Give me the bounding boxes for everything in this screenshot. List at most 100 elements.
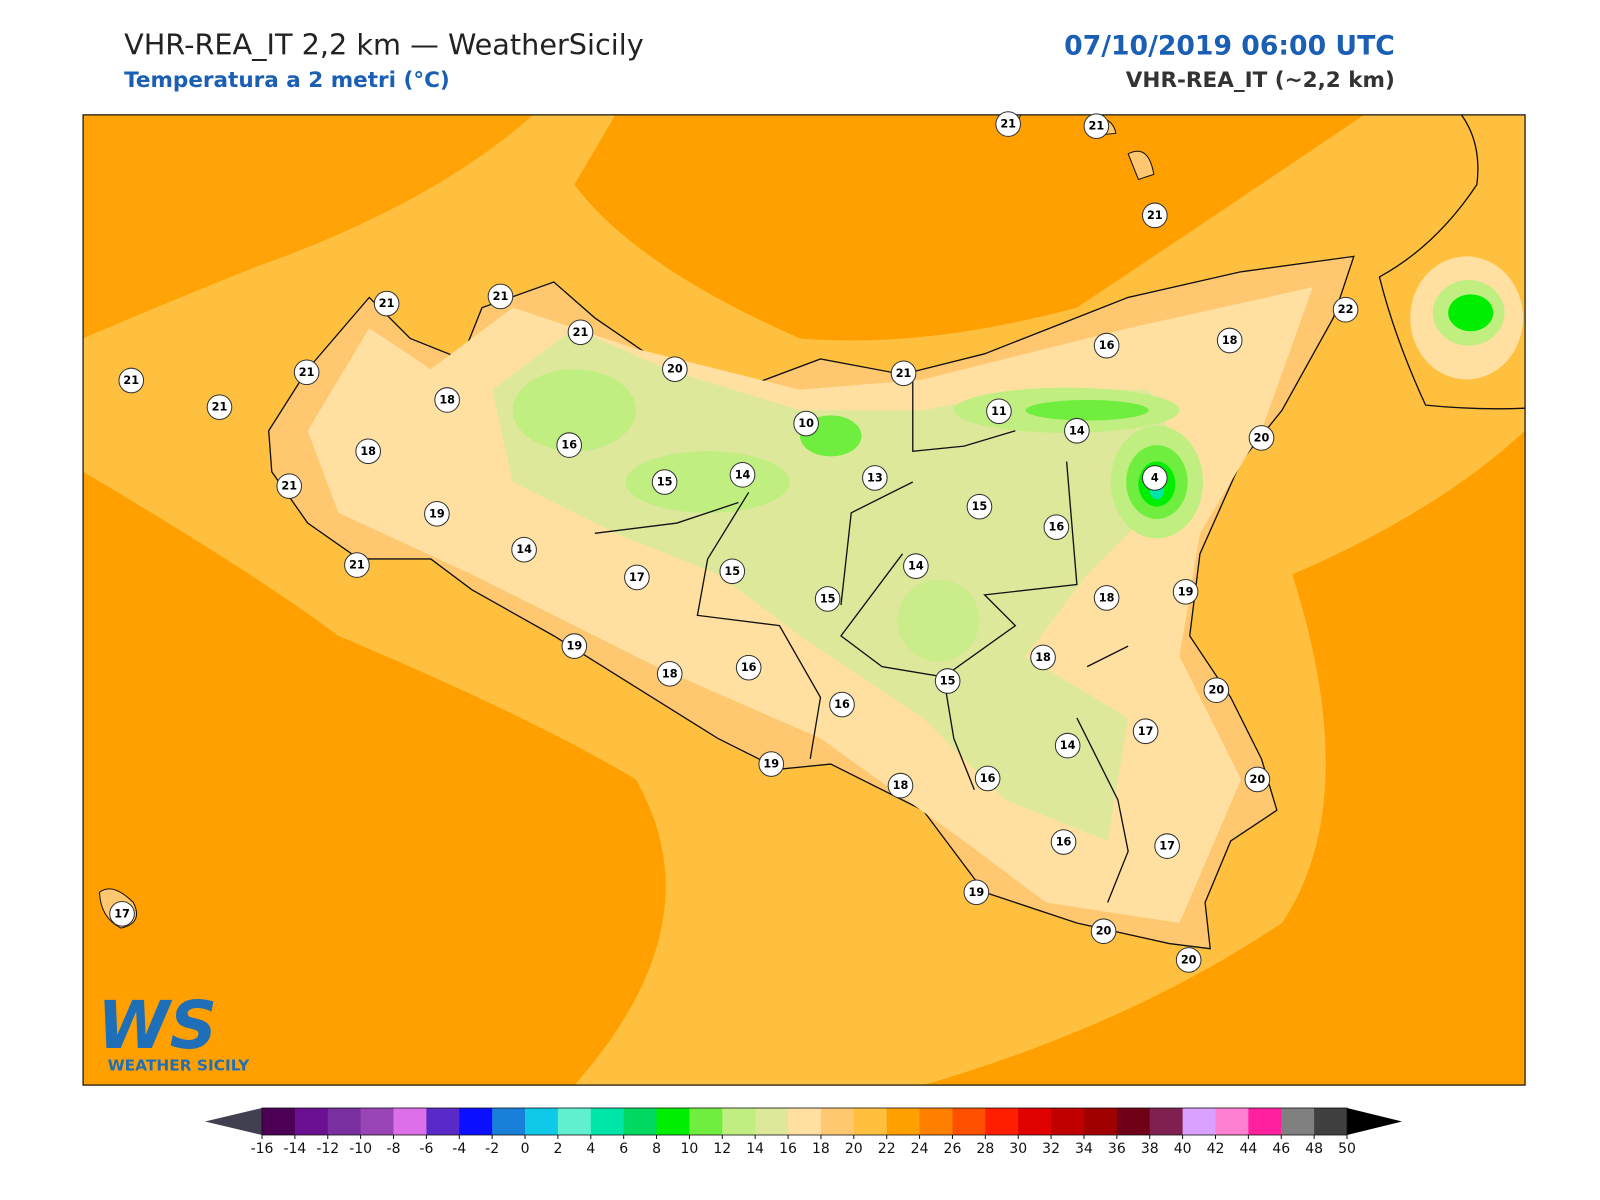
station: 21: [373, 290, 400, 317]
station-marker: [887, 772, 914, 799]
stations: 21 21 21 20 21 16 18 22 21 21 21 21 21 21 18 18 21 19 21 16…: [109, 111, 1359, 973]
station: 21: [118, 367, 145, 394]
station: 15: [814, 586, 841, 612]
colorbar-bin: [853, 1108, 888, 1135]
station-marker: [735, 654, 762, 681]
colorbar-tick-label: -14: [283, 1141, 306, 1157]
station-value: 21: [1000, 118, 1016, 131]
station: 4: [1142, 465, 1168, 491]
station-marker: [995, 111, 1021, 137]
station: 18: [1216, 327, 1243, 354]
station-value: 18: [439, 393, 455, 406]
station: 19: [758, 751, 785, 777]
colorbar-bin: [557, 1108, 592, 1135]
colorbar-bin: [1215, 1108, 1249, 1135]
colorbar-bin: [360, 1108, 395, 1135]
colorbar-tick-label: 14: [746, 1141, 764, 1157]
logo-mark: WS: [97, 988, 217, 1064]
station: 18: [1030, 644, 1056, 671]
station-value: 11: [991, 405, 1007, 418]
station-value: 20: [667, 363, 683, 376]
station-marker: [793, 410, 819, 437]
station-value: 18: [1222, 334, 1238, 347]
station: 16: [1043, 514, 1070, 540]
colorbar-tick-label: 48: [1305, 1141, 1323, 1157]
station: 18: [355, 438, 382, 465]
station-value: 19: [763, 758, 779, 771]
colorbar-tick-label: 2: [553, 1141, 562, 1157]
station-value: 21: [281, 480, 297, 493]
colorbar-extend-high: [1347, 1108, 1402, 1135]
colorbar-bin: [1083, 1108, 1118, 1135]
colorbar-tick-label: 20: [845, 1141, 863, 1157]
station-value: 15: [972, 500, 988, 513]
station-marker: [206, 394, 233, 420]
station: 16: [1050, 829, 1077, 855]
station: 19: [561, 633, 588, 659]
station-value: 17: [1138, 725, 1154, 738]
station-marker: [966, 493, 993, 520]
station: 20: [1248, 425, 1275, 451]
station-marker: [1093, 585, 1120, 611]
colorbar-bin: [426, 1108, 460, 1135]
station-marker: [434, 387, 460, 413]
station-marker: [1216, 327, 1243, 354]
map-frame: [82, 114, 1526, 1086]
colorbar-tick-label: 34: [1075, 1141, 1093, 1157]
station-marker: [355, 438, 382, 465]
station-value: 14: [908, 560, 924, 573]
station: 22: [1332, 296, 1359, 323]
station-marker: [1142, 465, 1168, 491]
station-value: 17: [629, 571, 645, 584]
station-marker: [1043, 514, 1070, 540]
station: 19: [424, 501, 450, 527]
station-value: 20: [1181, 953, 1197, 966]
station: 21: [206, 394, 233, 420]
station: 18: [887, 772, 914, 799]
station-marker: [1248, 425, 1275, 451]
station-value: 21: [123, 374, 139, 387]
station-marker: [373, 290, 400, 317]
station-value: 21: [299, 366, 315, 379]
station-marker: [1332, 296, 1359, 323]
station-marker: [1090, 918, 1117, 945]
map-panel: VHR-REA_IT 2,2 km — WeatherSicily Temper…: [82, 27, 1526, 1086]
colorbar-bin: [327, 1108, 362, 1135]
station: 11: [986, 398, 1012, 425]
station: 18: [1093, 585, 1120, 611]
station-marker: [109, 900, 135, 927]
station-marker: [719, 558, 746, 585]
colorbar-tick-label: -2: [485, 1141, 499, 1157]
station-value: 14: [516, 543, 532, 556]
station-marker: [986, 398, 1012, 425]
station-marker: [556, 432, 583, 458]
station-marker: [1064, 417, 1090, 444]
station-value: 20: [1209, 684, 1225, 697]
station-value: 20: [1096, 925, 1112, 938]
colorbar-tick-label: 24: [911, 1141, 929, 1157]
colorbar-bin: [788, 1108, 822, 1135]
station: 21: [890, 360, 917, 387]
station: 20: [1090, 918, 1117, 945]
colorbar-tick-label: -6: [419, 1141, 433, 1157]
station-marker: [1050, 829, 1077, 855]
station: 15: [651, 469, 678, 495]
colorbar-bin: [689, 1108, 723, 1135]
station-marker: [1142, 202, 1168, 229]
station: 20: [1175, 947, 1202, 973]
colorbar-tick-label: 16: [779, 1141, 797, 1157]
station-value: 21: [1147, 209, 1163, 222]
station-marker: [963, 879, 990, 906]
station-value: 21: [212, 401, 228, 414]
colorbar-bin: [1281, 1108, 1315, 1135]
station-marker: [890, 360, 917, 387]
station-marker: [1054, 732, 1081, 759]
colorbar-bin: [393, 1108, 427, 1135]
colorbar-bin: [525, 1108, 559, 1135]
station: 17: [1132, 718, 1159, 745]
station: 14: [1054, 732, 1081, 759]
station: 16: [735, 654, 762, 681]
station: 21: [344, 552, 370, 578]
station: 16: [829, 691, 855, 718]
station-marker: [662, 356, 688, 383]
